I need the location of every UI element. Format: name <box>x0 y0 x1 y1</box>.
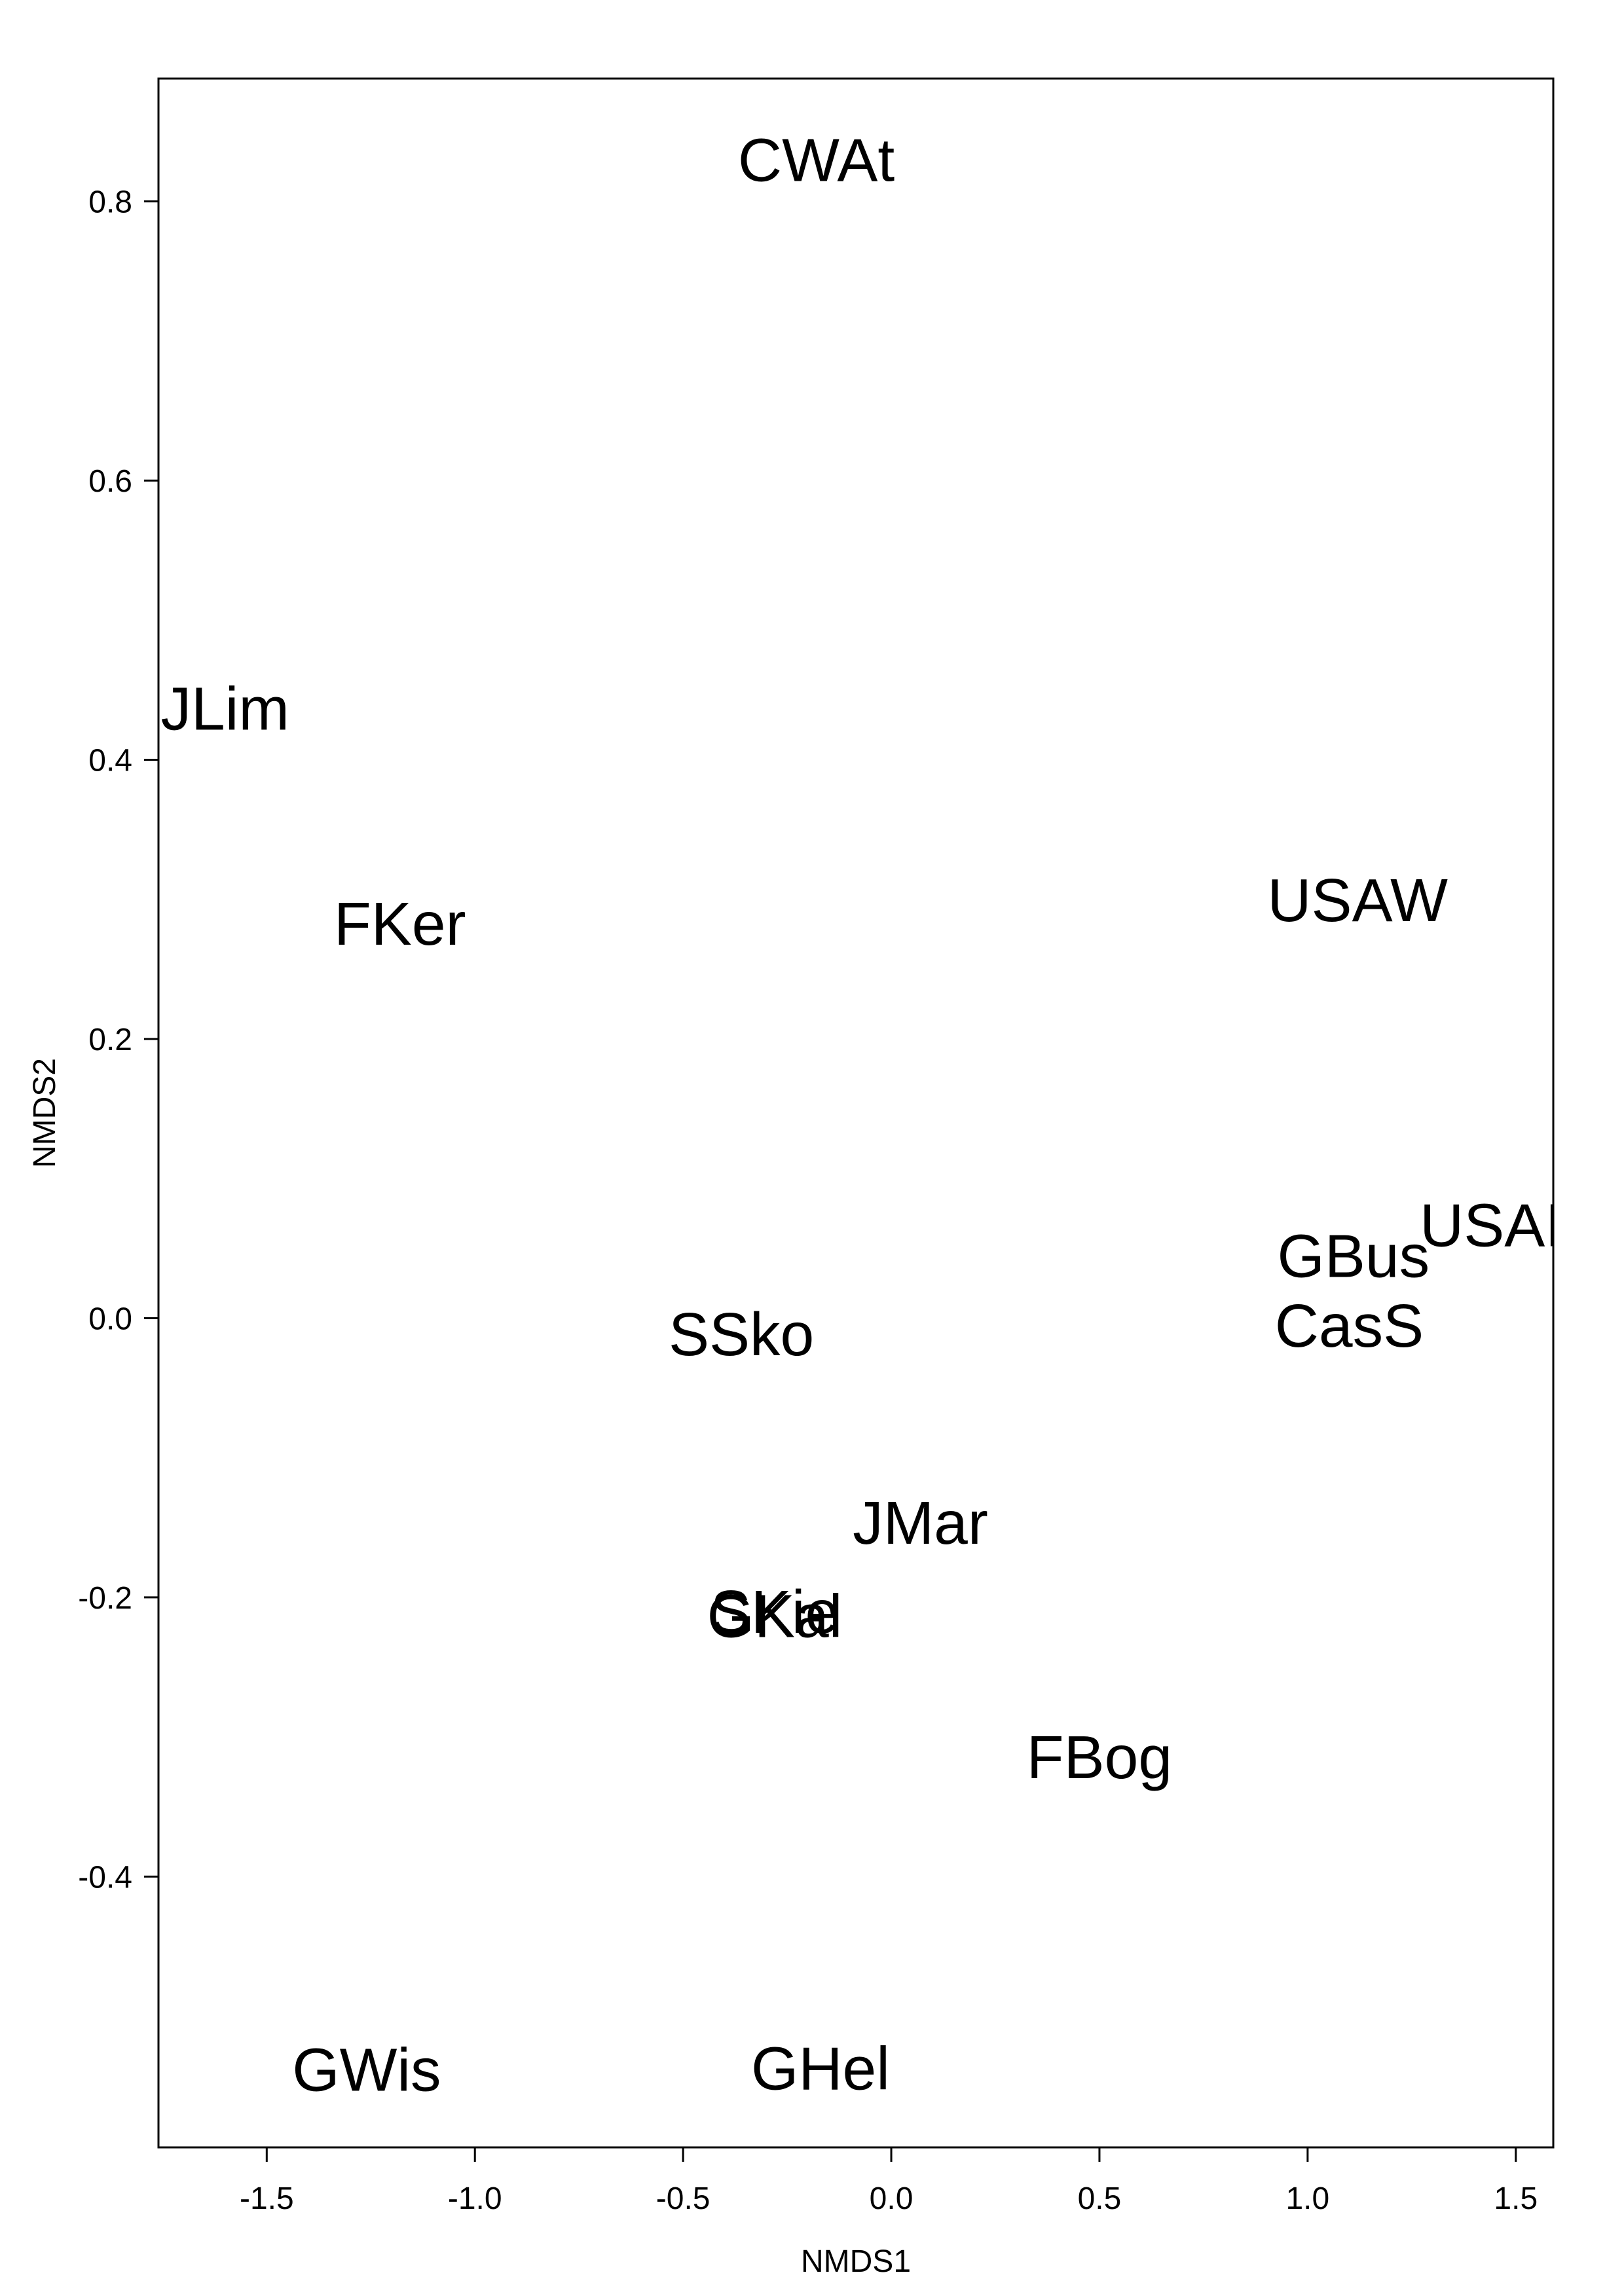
point-label-fker: FKer <box>334 890 466 958</box>
point-label-jlim: JLim <box>161 675 289 743</box>
point-label-gbus: GBus <box>1278 1222 1430 1290</box>
y-tick-label: 0.8 <box>88 185 132 220</box>
point-label-cwat: CWAt <box>738 126 895 194</box>
x-axis: -1.5 -1.0 -0.5 0.0 0.5 1.0 1.5 <box>240 2147 1538 2216</box>
x-tick-label: 1.0 <box>1285 2181 1329 2216</box>
point-label-ssko: SSko <box>669 1300 814 1368</box>
point-label-gkal: GKal <box>707 1582 843 1650</box>
y-tick-label: 0.4 <box>88 744 132 778</box>
y-tick-label: -0.4 <box>78 1860 132 1895</box>
point-label-fbog: FBog <box>1027 1723 1172 1791</box>
point-label-jmar: JMar <box>853 1489 988 1557</box>
x-tick-label: 0.0 <box>870 2181 913 2216</box>
plot-frame <box>157 77 1555 2149</box>
y-tick-label: -0.2 <box>78 1581 132 1616</box>
y-tick-label: 0.6 <box>88 464 132 499</box>
y-axis-title: NMDS2 <box>28 1058 62 1168</box>
y-tick-label: 0.0 <box>88 1302 132 1336</box>
x-tick-label: -1.0 <box>448 2181 502 2216</box>
point-label-usaw: USAW <box>1267 866 1448 934</box>
x-tick-label: -1.5 <box>240 2181 294 2216</box>
point-label-cass: CasS <box>1275 1292 1424 1360</box>
x-tick-label: 0.5 <box>1078 2181 1122 2216</box>
x-tick-label: 1.5 <box>1494 2181 1538 2216</box>
y-tick-label: 0.2 <box>88 1023 132 1057</box>
point-label-usai: USAI <box>1420 1192 1562 1260</box>
x-axis-title: NMDS1 <box>801 2244 911 2279</box>
point-label-ghel: GHel <box>751 2034 890 2102</box>
x-tick-label: -0.5 <box>656 2181 710 2216</box>
point-label-gwis: GWis <box>292 2036 441 2104</box>
point-label-skie: SKie <box>710 1578 839 1646</box>
y-axis: -0.4 -0.2 0.0 0.2 0.4 0.6 0.8 <box>78 185 158 1895</box>
